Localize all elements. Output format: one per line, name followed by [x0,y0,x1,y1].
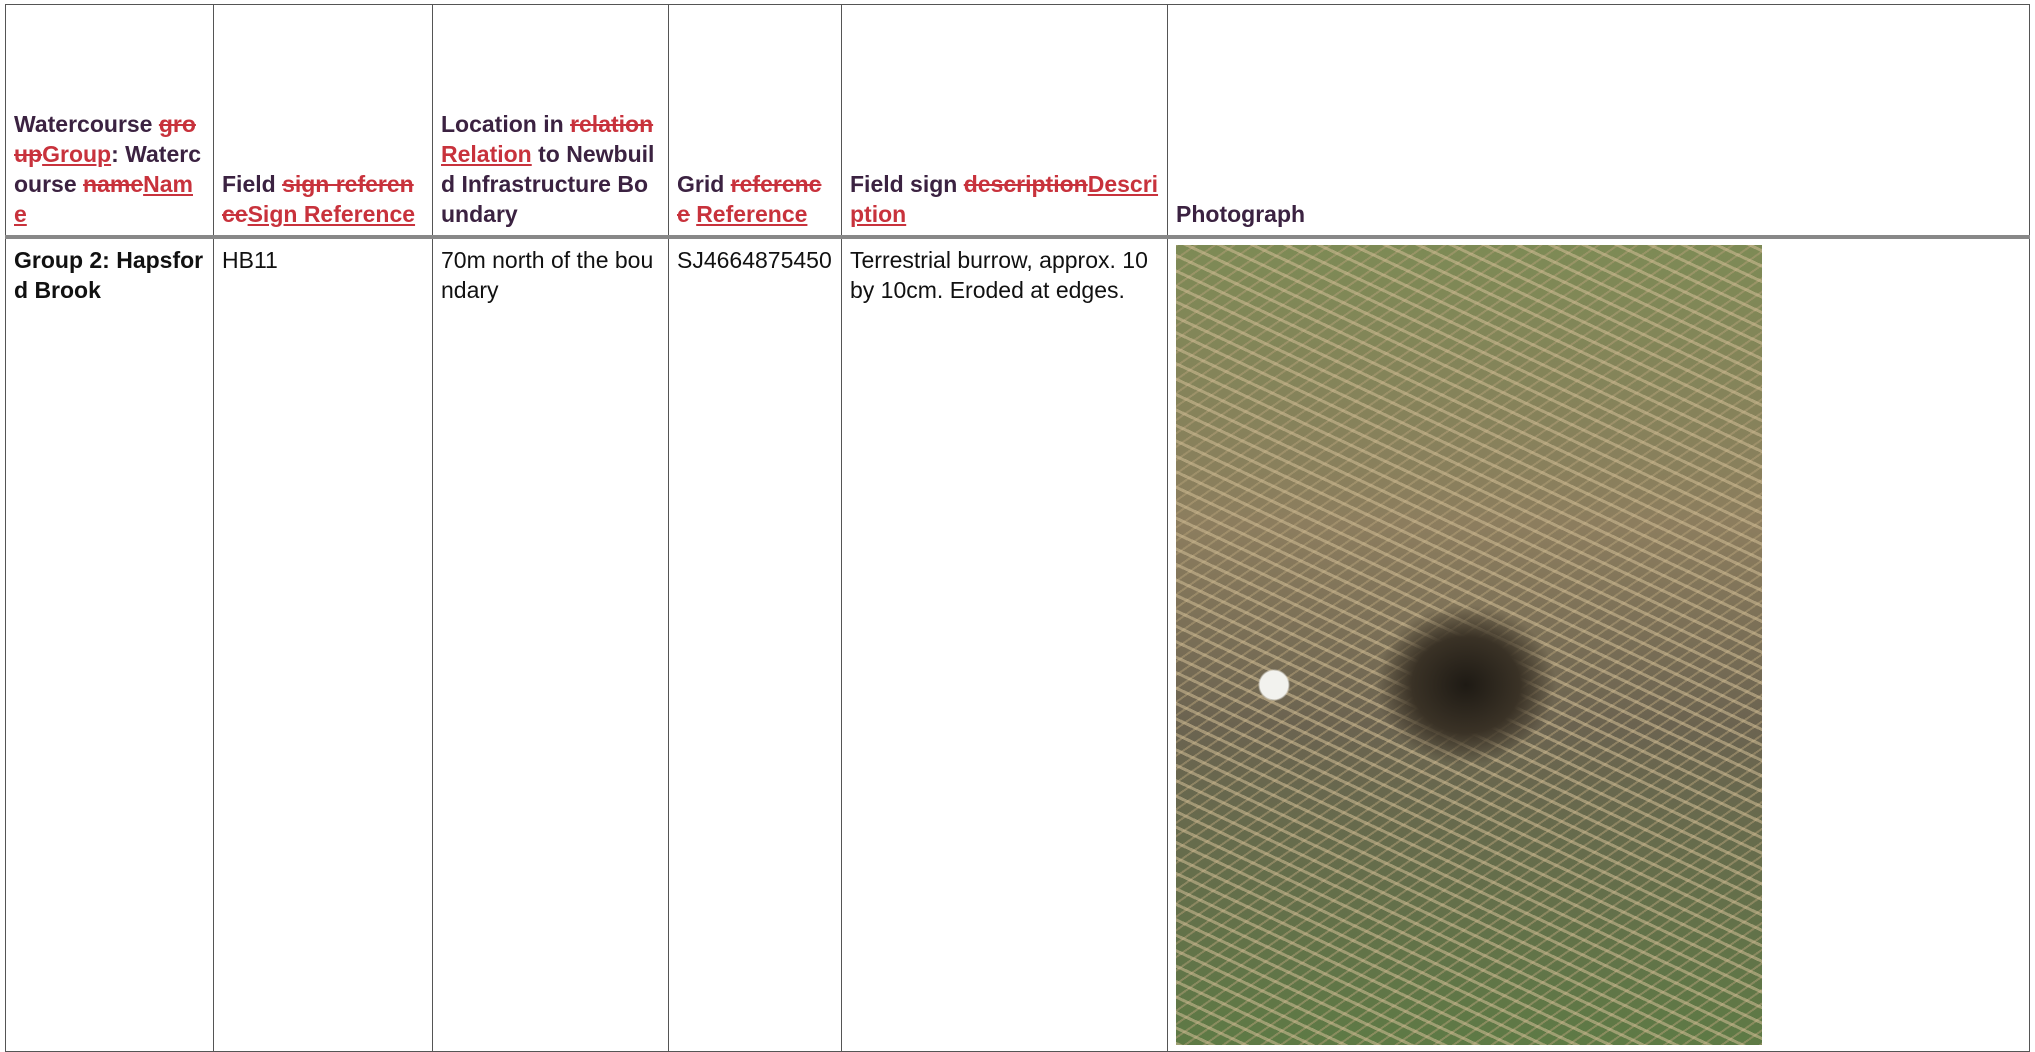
header-cell: Field sign descriptionDescription [841,4,1168,239]
inserted-text: Name [14,171,193,227]
deleted-text: reference [677,171,822,227]
deleted-text: group [14,111,196,167]
header-text: Field sign [850,171,964,197]
deleted-text: relation [570,111,654,137]
table-cell: Terrestrial burrow, approx. 10 by 10cm. … [841,236,1168,1052]
header-text: Watercourse [14,111,159,137]
inserted-text: Relation [441,141,532,167]
header-cell: Field sign referenceSign Reference [213,4,433,239]
header-text: Location in [441,111,571,137]
inserted-text: Group [42,141,112,167]
table-cell: SJ4664875450 [668,236,842,1052]
photograph [1176,245,1762,1045]
table-cell: HB11 [213,236,433,1052]
header-cell: Photograph [1167,4,2030,239]
table-cell: 70m north of the boundary [432,236,669,1052]
inserted-text: Reference [696,201,808,227]
header-cell: Grid reference Reference [668,4,842,239]
header-text: Field [222,171,283,197]
header-row: Watercourse groupGroup: Watercourse name… [5,4,2030,239]
table-cell: Group 2: Hapsford Brook [5,236,214,1052]
header-cell: Watercourse groupGroup: Watercourse name… [5,4,214,239]
header-text: Photograph [1176,201,1306,227]
deleted-text: description [963,171,1088,197]
inserted-text: Sign Reference [247,201,416,227]
table-body: Group 2: Hapsford Brook HB11 70m north of … [5,236,2030,1052]
header-cell: Location in relation Relation to Newbuild… [432,4,669,239]
header-text: to Newbuild Infrastructure Boundary [441,141,655,227]
inserted-text: Description [850,171,1159,227]
photo-cell [1167,236,2030,1052]
header-text: Grid [677,171,731,197]
deleted-text: name [83,171,144,197]
table-row: Group 2: Hapsford Brook HB11 70m north of … [5,236,2030,1052]
deleted-text: sign reference [222,171,414,227]
field-sign-table: Watercourse groupGroup: Watercourse name… [5,4,2030,1052]
header-text: : Watercourse [14,141,201,197]
